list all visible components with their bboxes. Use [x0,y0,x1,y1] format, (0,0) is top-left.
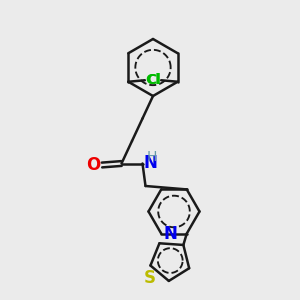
Text: N: N [164,225,178,243]
Text: S: S [143,269,155,287]
Text: Cl: Cl [145,73,160,87]
Text: N: N [144,154,158,172]
Text: H: H [147,150,157,164]
Text: Cl: Cl [146,73,161,87]
Text: O: O [86,156,100,174]
